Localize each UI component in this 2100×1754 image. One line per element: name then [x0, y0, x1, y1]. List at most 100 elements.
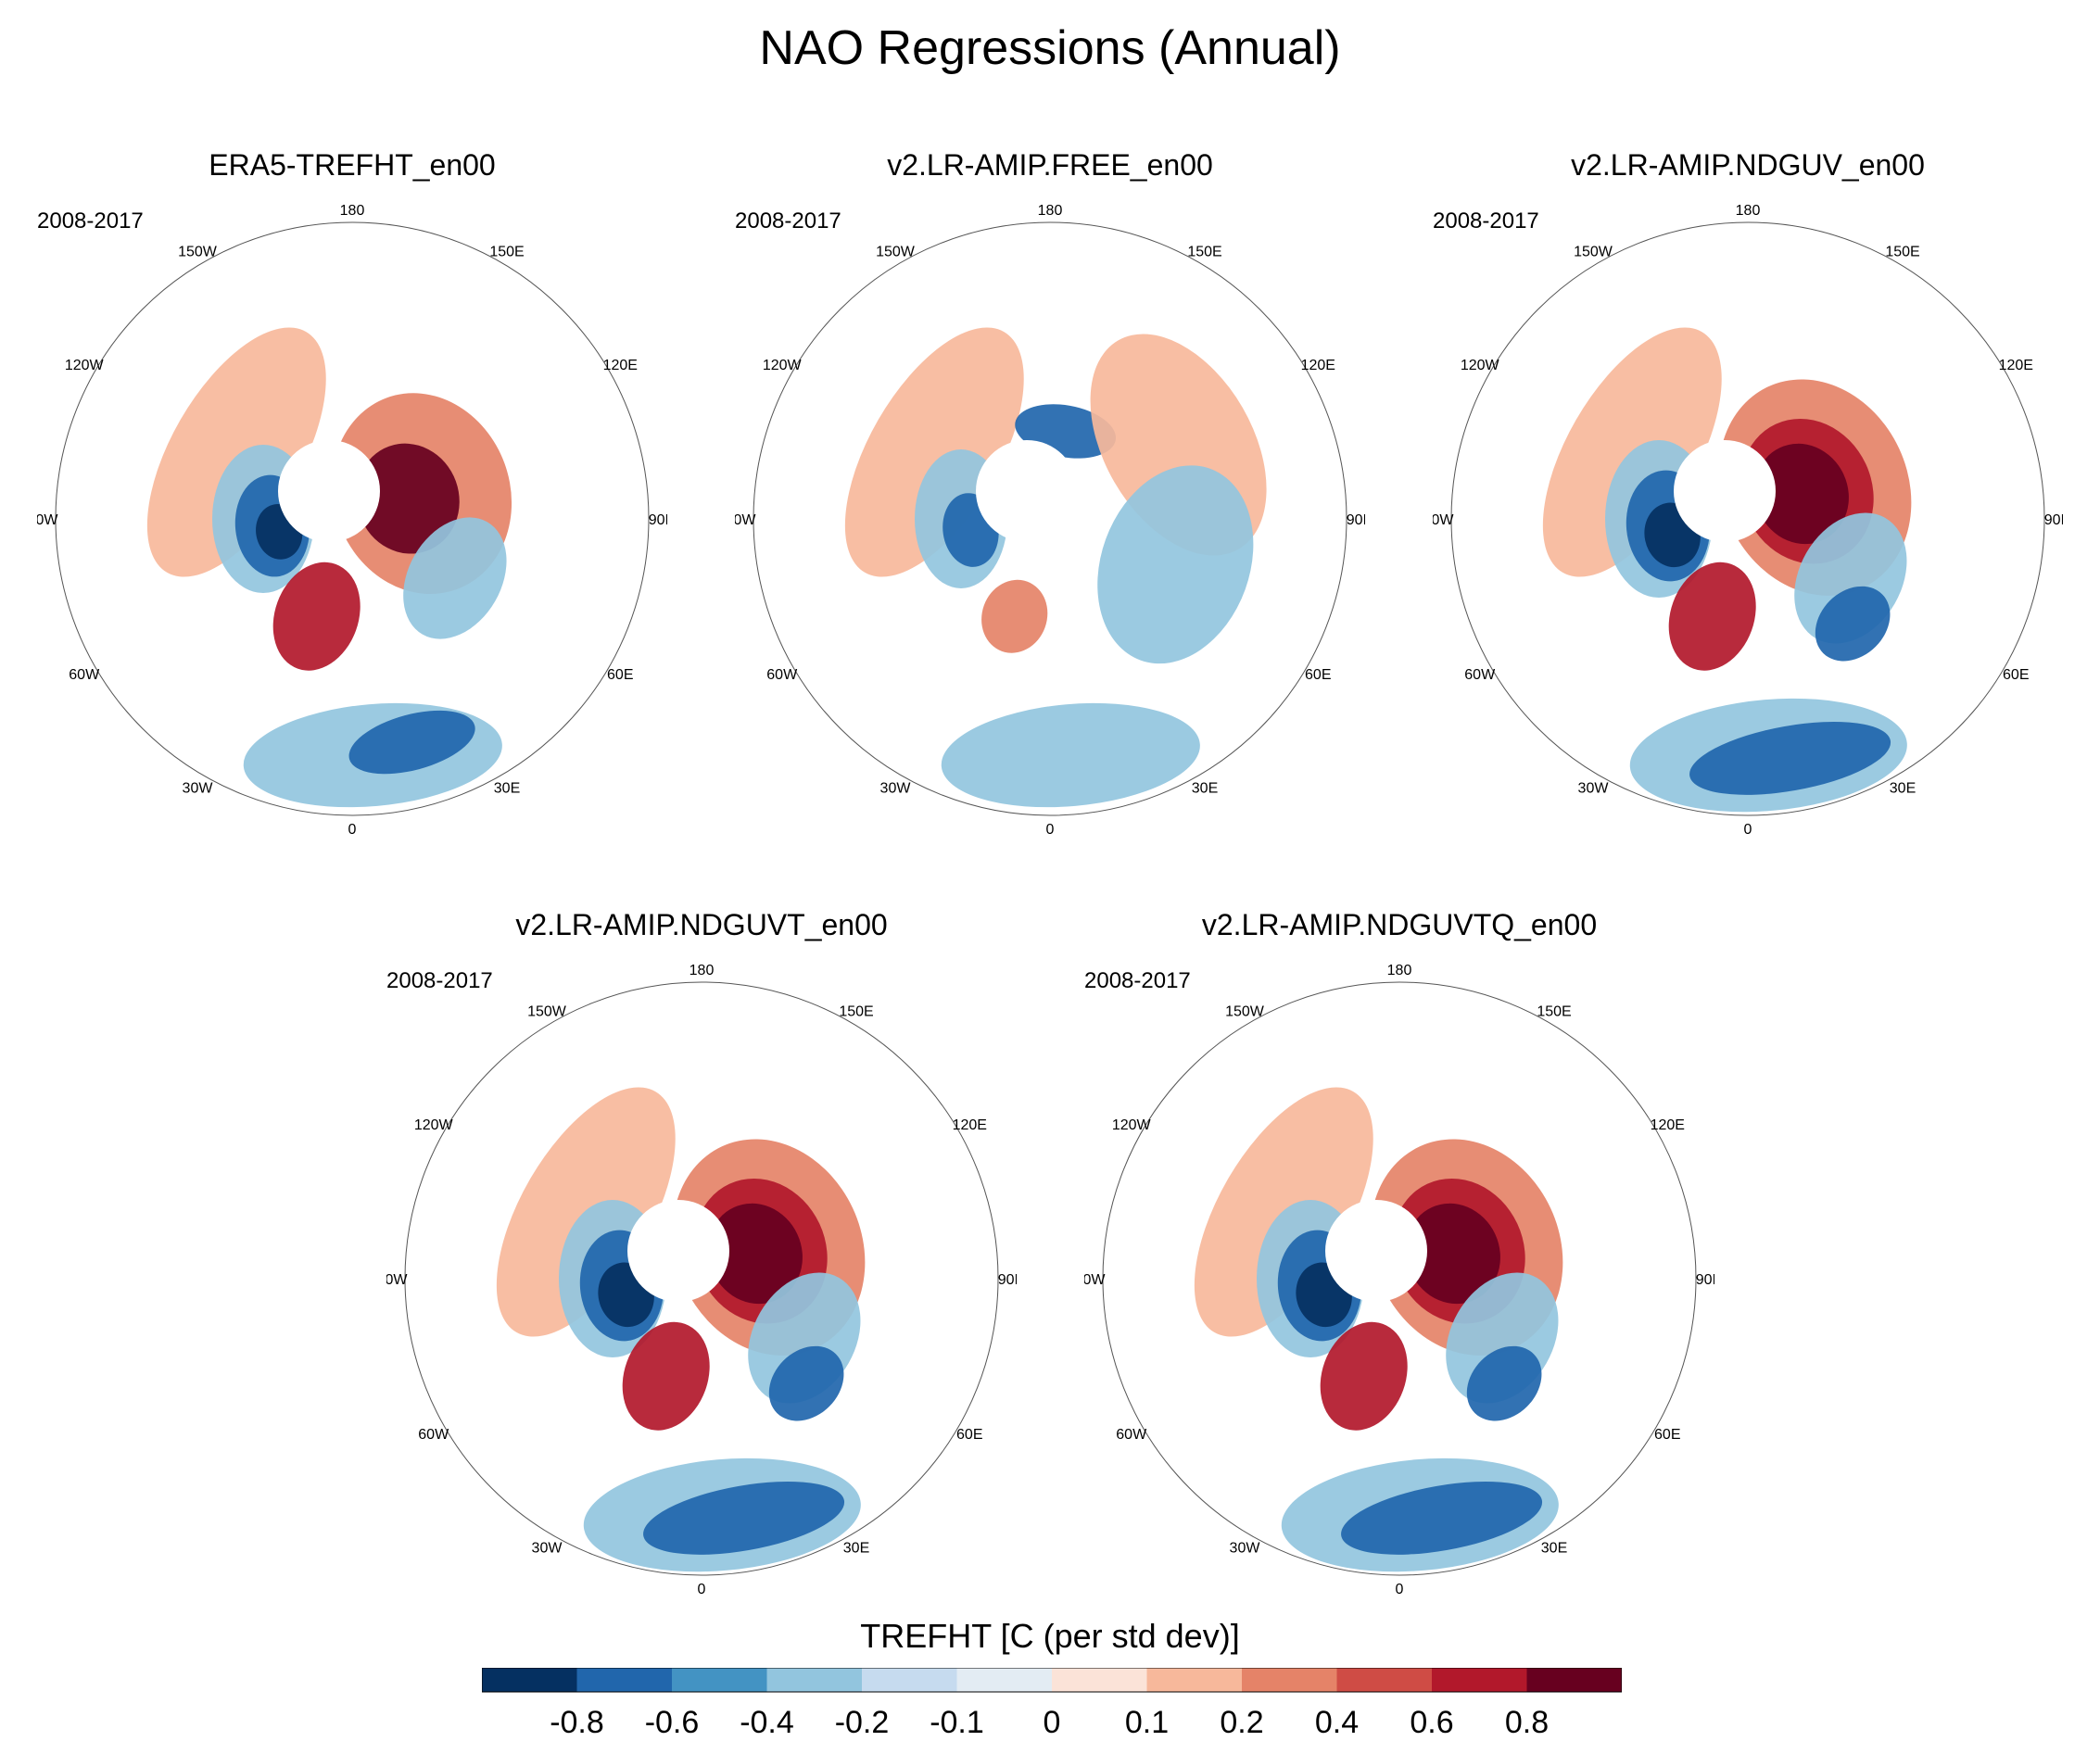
- longitude-label: 30W: [1230, 1540, 1261, 1556]
- longitude-label: 90E: [1696, 1272, 1714, 1288]
- colorbar-swatch: [1432, 1668, 1527, 1692]
- period-label: 2008-2017: [1433, 208, 1539, 233]
- polar-map: 180 150E 120E 90E 60E 30E 0 30W 60W 90W 120W 150W: [735, 203, 1365, 838]
- anomaly-region: [1754, 443, 1849, 545]
- longitude-label: 90E: [998, 1272, 1017, 1288]
- map-panel: v2.LR-AMIP.FREE_en00 2008-2017 180 150E 12…: [735, 148, 1365, 852]
- longitude-label: 90E: [1347, 512, 1365, 528]
- colorbar-swatch: [576, 1668, 673, 1692]
- map-panel: ERA5-TREFHT_en00 2008-2017 180 150E 120E 90…: [37, 148, 667, 852]
- anomaly-region: [844, 327, 1024, 577]
- colorbar-swatch: [482, 1668, 577, 1692]
- longitude-label: 120W: [65, 358, 105, 373]
- longitude-label: 90E: [649, 512, 667, 528]
- anomaly-region: [981, 579, 1048, 653]
- longitude-label: 60W: [69, 667, 100, 683]
- longitude-label: 0: [348, 822, 357, 838]
- colorbar-tick-label: 0.6: [1410, 1705, 1453, 1740]
- longitude-label: 120W: [763, 358, 803, 373]
- polar-map: 180 150E 120E 90E 60E 30E 0 30W 60W 90W 120W 150W: [386, 963, 1017, 1597]
- arctic-ocean: [1674, 440, 1776, 542]
- longitude-label: 120E: [953, 1117, 987, 1133]
- longitude-label: 30E: [1541, 1540, 1567, 1556]
- longitude-label: 150W: [1574, 245, 1613, 260]
- anomaly-region: [1689, 722, 1891, 795]
- longitude-label: 60E: [1654, 1427, 1680, 1443]
- colorbar-swatch: [1242, 1668, 1337, 1692]
- longitude-label: 150W: [178, 245, 218, 260]
- longitude-label: 150W: [876, 245, 916, 260]
- colorbar-tick-label: -0.6: [645, 1705, 700, 1740]
- colorbar-tick-label: -0.4: [740, 1705, 794, 1740]
- period-label: 2008-2017: [386, 968, 493, 993]
- colorbar-tick-label: 0.4: [1315, 1705, 1359, 1740]
- polar-map: 180 150E 120E 90E 60E 30E 0 30W 60W 90W 120W 150W: [1433, 203, 2063, 838]
- panel-title: ERA5-TREFHT_en00: [209, 148, 496, 182]
- map-panel: v2.LR-AMIP.NDGUVTQ_en00 2008-2017 180 150…: [1084, 908, 1714, 1612]
- longitude-label: 120E: [1651, 1117, 1685, 1133]
- longitude-label: 60E: [1305, 667, 1331, 683]
- longitude-label: 90W: [735, 512, 756, 528]
- panel-title: v2.LR-AMIP.NDGUVT_en00: [515, 908, 888, 941]
- colorbar-tick-label: 0.1: [1125, 1705, 1169, 1740]
- arctic-ocean: [278, 440, 380, 542]
- colorbar-swatch: [862, 1668, 957, 1692]
- longitude-label: 120W: [1112, 1117, 1152, 1133]
- anomaly-region: [1668, 562, 1756, 671]
- longitude-label: 180: [1736, 203, 1761, 219]
- longitude-label: 150W: [527, 1004, 567, 1020]
- longitude-label: 180: [1387, 963, 1412, 978]
- anomaly-region: [1320, 1321, 1408, 1431]
- anomaly-region: [1815, 586, 1891, 662]
- anomaly-region: [356, 443, 460, 554]
- longitude-label: 180: [340, 203, 365, 219]
- panel-title: v2.LR-AMIP.NDGUV_en00: [1571, 148, 1925, 182]
- longitude-label: 30E: [1890, 780, 1916, 796]
- colorbar-tick-label: 0.8: [1505, 1705, 1549, 1740]
- colorbar-tick-label: 0.2: [1220, 1705, 1263, 1740]
- longitude-label: 60E: [956, 1427, 982, 1443]
- anomaly-region: [146, 327, 326, 577]
- longitude-label: 30W: [183, 780, 214, 796]
- colorbar-swatch: [672, 1668, 767, 1692]
- longitude-label: 90W: [1084, 1272, 1106, 1288]
- panel-title: v2.LR-AMIP.FREE_en00: [887, 148, 1213, 182]
- colorbar-swatch: [1052, 1668, 1147, 1692]
- longitude-label: 150E: [1885, 245, 1919, 260]
- map-boundary: [1450, 221, 2045, 816]
- colorbar-tick-label: -0.8: [550, 1705, 604, 1740]
- longitude-label: 0: [698, 1582, 706, 1597]
- map-boundary: [753, 221, 1347, 816]
- map-boundary: [55, 221, 650, 816]
- colorbar-title: TREFHT [C (per std dev)]: [860, 1617, 1240, 1655]
- period-label: 2008-2017: [37, 208, 144, 233]
- longitude-label: 150E: [1187, 245, 1221, 260]
- longitude-label: 90W: [386, 1272, 408, 1288]
- arctic-ocean: [976, 440, 1078, 542]
- map-boundary: [404, 981, 999, 1576]
- arctic-ocean: [627, 1200, 729, 1302]
- longitude-label: 0: [1744, 822, 1752, 838]
- longitude-label: 120W: [414, 1117, 454, 1133]
- anomaly-region: [1406, 1203, 1500, 1305]
- colorbar-swatch: [1336, 1668, 1433, 1692]
- longitude-label: 60E: [2003, 667, 2029, 683]
- longitude-label: 60W: [418, 1427, 449, 1443]
- longitude-label: 90W: [1433, 512, 1454, 528]
- longitude-label: 60W: [1116, 1427, 1147, 1443]
- longitude-label: 180: [689, 963, 715, 978]
- period-label: 2008-2017: [735, 208, 841, 233]
- longitude-label: 0: [1046, 822, 1055, 838]
- longitude-label: 30W: [880, 780, 912, 796]
- longitude-label: 120E: [603, 358, 638, 373]
- colorbar-tick-label: -0.1: [930, 1705, 984, 1740]
- anomaly-region: [1341, 1482, 1543, 1555]
- longitude-label: 150E: [489, 245, 524, 260]
- longitude-label: 30E: [843, 1540, 869, 1556]
- anomaly-region: [272, 562, 361, 671]
- map-panel: v2.LR-AMIP.NDGUVT_en00 2008-2017 180 150E…: [386, 908, 1017, 1612]
- polar-map: 180 150E 120E 90E 60E 30E 0 30W 60W 90W 120W 150W: [1084, 963, 1714, 1597]
- colorbar-tick-label: 0: [1044, 1705, 1061, 1740]
- anomaly-region: [941, 702, 1200, 808]
- longitude-label: 30E: [1192, 780, 1218, 796]
